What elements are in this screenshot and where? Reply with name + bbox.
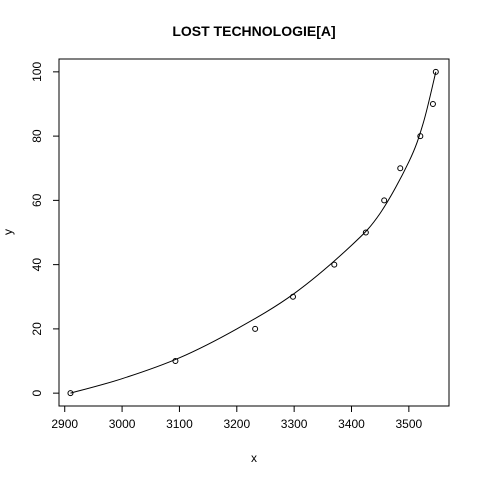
x-tick-label: 3400 xyxy=(338,417,365,431)
chart-title: LOST TECHNOLOGIE[A] xyxy=(172,23,335,39)
data-point xyxy=(172,358,179,365)
x-axis-label: x xyxy=(251,451,257,465)
data-point xyxy=(417,133,424,140)
x-axis: 2900 3000 3100 3200 3300 3400 3500 xyxy=(51,405,423,431)
y-axis: 0 20 40 60 80 100 xyxy=(30,62,60,396)
fitted-curve xyxy=(70,71,437,394)
y-tick-label: 60 xyxy=(30,193,44,207)
data-point xyxy=(67,390,74,397)
x-tick-label: 3100 xyxy=(166,417,193,431)
x-tick-label: 2900 xyxy=(51,417,78,431)
y-tick-label: 20 xyxy=(30,322,44,336)
x-tick-label: 3300 xyxy=(281,417,308,431)
y-tick-label: 0 xyxy=(30,389,44,396)
data-point xyxy=(252,325,259,332)
data-point xyxy=(362,229,369,236)
y-axis-label: y xyxy=(1,229,15,235)
data-point xyxy=(381,197,388,204)
data-point xyxy=(290,293,296,300)
x-tick-label: 3000 xyxy=(109,417,136,431)
x-tick-label: 3500 xyxy=(396,417,423,431)
y-tick-label: 100 xyxy=(30,62,44,82)
x-tick-label: 3200 xyxy=(223,417,250,431)
data-points xyxy=(67,68,439,397)
data-point xyxy=(331,261,338,268)
y-tick-label: 80 xyxy=(30,129,44,143)
plot-frame xyxy=(58,58,450,407)
y-tick-label: 40 xyxy=(30,258,44,272)
data-point xyxy=(432,68,439,75)
data-point xyxy=(429,100,436,107)
data-point xyxy=(397,165,404,172)
